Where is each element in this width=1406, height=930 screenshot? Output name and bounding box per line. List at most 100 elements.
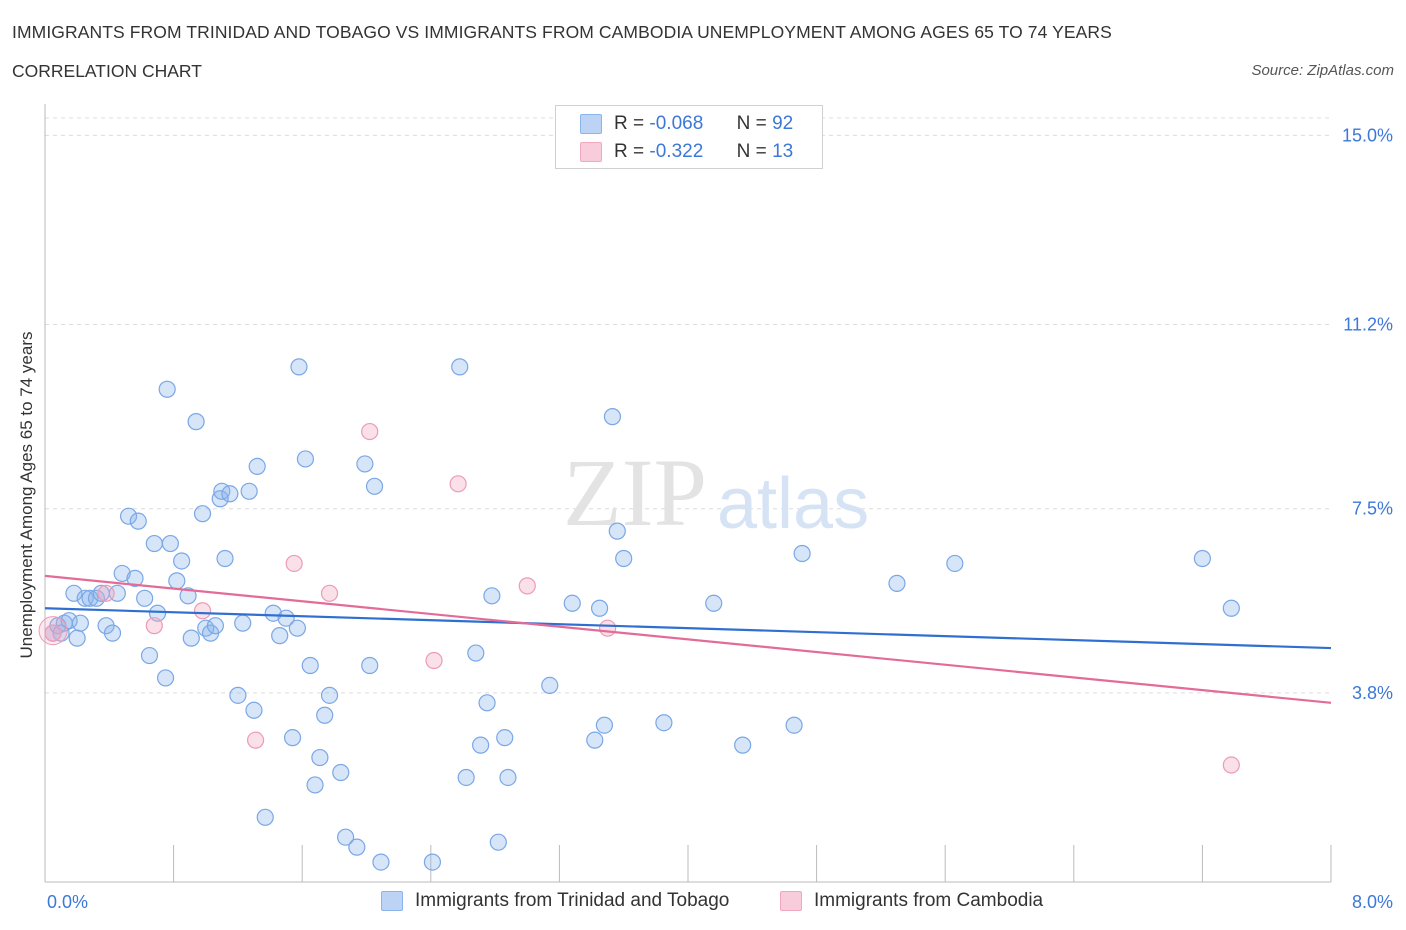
point-trinidad-22 [156,669,175,687]
axes [44,104,1332,883]
point-trinidad-19 [140,646,159,665]
point-trinidad-33 [206,617,224,635]
x-tick-label-0: 0.0% [47,892,88,912]
data-points [38,146,1240,871]
point-trinidad-69 [483,587,501,605]
point-trinidad-79 [608,522,626,540]
point-trinidad-18 [136,589,154,607]
point-trinidad-15 [119,507,138,525]
legend-swatch-cambodia [580,142,602,162]
y-tick-label-2: 11.2% [1343,315,1393,335]
legend-swatch-trinidad [381,891,403,911]
point-trinidad-75 [586,731,604,749]
point-trinidad-77 [595,716,614,734]
point-trinidad-60 [361,656,379,675]
point-trinidad-50 [296,450,315,468]
x-tick-label-1: 8.0% [1352,892,1393,912]
point-cambodia-9 [449,475,467,493]
point-cambodia-3 [193,602,212,620]
point-trinidad-86 [793,544,811,563]
legend-item-trinidad: Immigrants from Trinidad and Tobago [381,890,729,912]
point-trinidad-16 [126,569,144,587]
legend-n-label: N = [736,141,767,162]
point-trinidad-84 [734,736,752,754]
legend-label-cambodia: Immigrants from Cambodia [814,890,1044,911]
point-cambodia-1 [97,584,115,602]
point-trinidad-28 [182,629,200,647]
point-cambodia-7 [361,422,379,441]
point-cambodia-cluster [38,616,68,646]
point-trinidad-59 [356,455,374,473]
point-trinidad-36 [216,549,234,568]
point-trinidad-41 [245,701,263,719]
point-cambodia-4 [246,731,265,749]
point-trinidad-67 [472,736,490,754]
point-trinidad-78 [603,408,622,426]
point-trinidad-4 [65,584,83,602]
point-trinidad-62 [372,853,390,871]
watermark-zip: ZIP [563,439,707,546]
point-trinidad-51 [301,656,319,675]
point-trinidad-5 [68,629,86,647]
legend-r-label: R = [614,141,645,162]
point-trinidad-38 [229,686,247,704]
legend-swatch-cambodia [780,891,802,911]
point-trinidad-49 [290,358,308,376]
point-cambodia-10 [518,577,536,595]
point-trinidad-88 [946,554,964,573]
legend-row-cambodia: R = -0.322 N = 13 [580,140,793,164]
y-tick-label-0: 3.8% [1352,683,1393,703]
point-trinidad-40 [240,482,258,500]
point-trinidad-26 [173,552,191,570]
point-cambodia-5 [285,554,303,573]
point-trinidad-54 [316,706,334,724]
y-tick-label-3: 15.0% [1342,125,1393,145]
point-trinidad-82 [655,714,673,732]
point-trinidad-30 [193,505,212,523]
point-trinidad-63 [423,853,442,871]
correlation-legend: R = -0.068 N = 92 R = -0.322 N = 13 [555,105,823,169]
point-trinidad-27 [179,587,197,605]
point-trinidad-25 [168,572,186,590]
point-trinidad-14 [113,564,131,583]
point-trinidad-6 [71,614,89,632]
legend-item-cambodia: Immigrants from Cambodia [780,890,1043,912]
source-credit: Source: ZipAtlas.com [1251,62,1394,79]
point-trinidad-24 [161,534,179,553]
legend-r-value: -0.322 [649,141,704,162]
point-trinidad-52 [306,776,324,794]
point-trinidad-8 [81,589,99,607]
point-cambodia-2 [145,617,163,635]
point-trinidad-68 [478,694,496,712]
point-trinidad-76 [590,599,609,617]
point-trinidad-56 [332,763,350,782]
point-trinidad-45 [271,627,289,645]
point-trinidad-20 [145,534,163,553]
legend-row-trinidad: R = -0.068 N = 92 [580,112,793,136]
legend-swatch-trinidad [580,114,602,134]
point-trinidad-55 [320,686,339,704]
legend-n-label: N = [736,113,767,134]
point-cambodia-0 [44,624,62,642]
point-trinidad-12 [103,624,122,642]
point-trinidad-87 [888,574,906,592]
point-trinidad-29 [187,413,205,431]
point-trinidad-39 [234,614,252,632]
legend-r-label: R = [614,113,645,134]
point-trinidad-64 [451,358,469,376]
chart-subtitle: CORRELATION CHART [12,61,202,81]
trend-line-cambodia [44,574,1332,704]
point-trinidad-74 [563,594,581,612]
point-trinidad-57 [337,828,355,846]
point-trinidad-70 [489,833,507,851]
point-trinidad-58 [348,838,366,856]
point-trinidad-3 [60,612,78,630]
point-trinidad-31 [197,619,215,637]
point-cambodia-12 [1222,756,1240,774]
y-axis-label: Unemployment Among Ages 65 to 74 years [17,331,36,659]
watermark: ZIP atlas [563,439,869,546]
point-trinidad-66 [467,644,485,662]
legend-n-value: 13 [772,141,794,162]
point-cambodia-11 [599,619,617,637]
point-trinidad-42 [248,457,266,476]
